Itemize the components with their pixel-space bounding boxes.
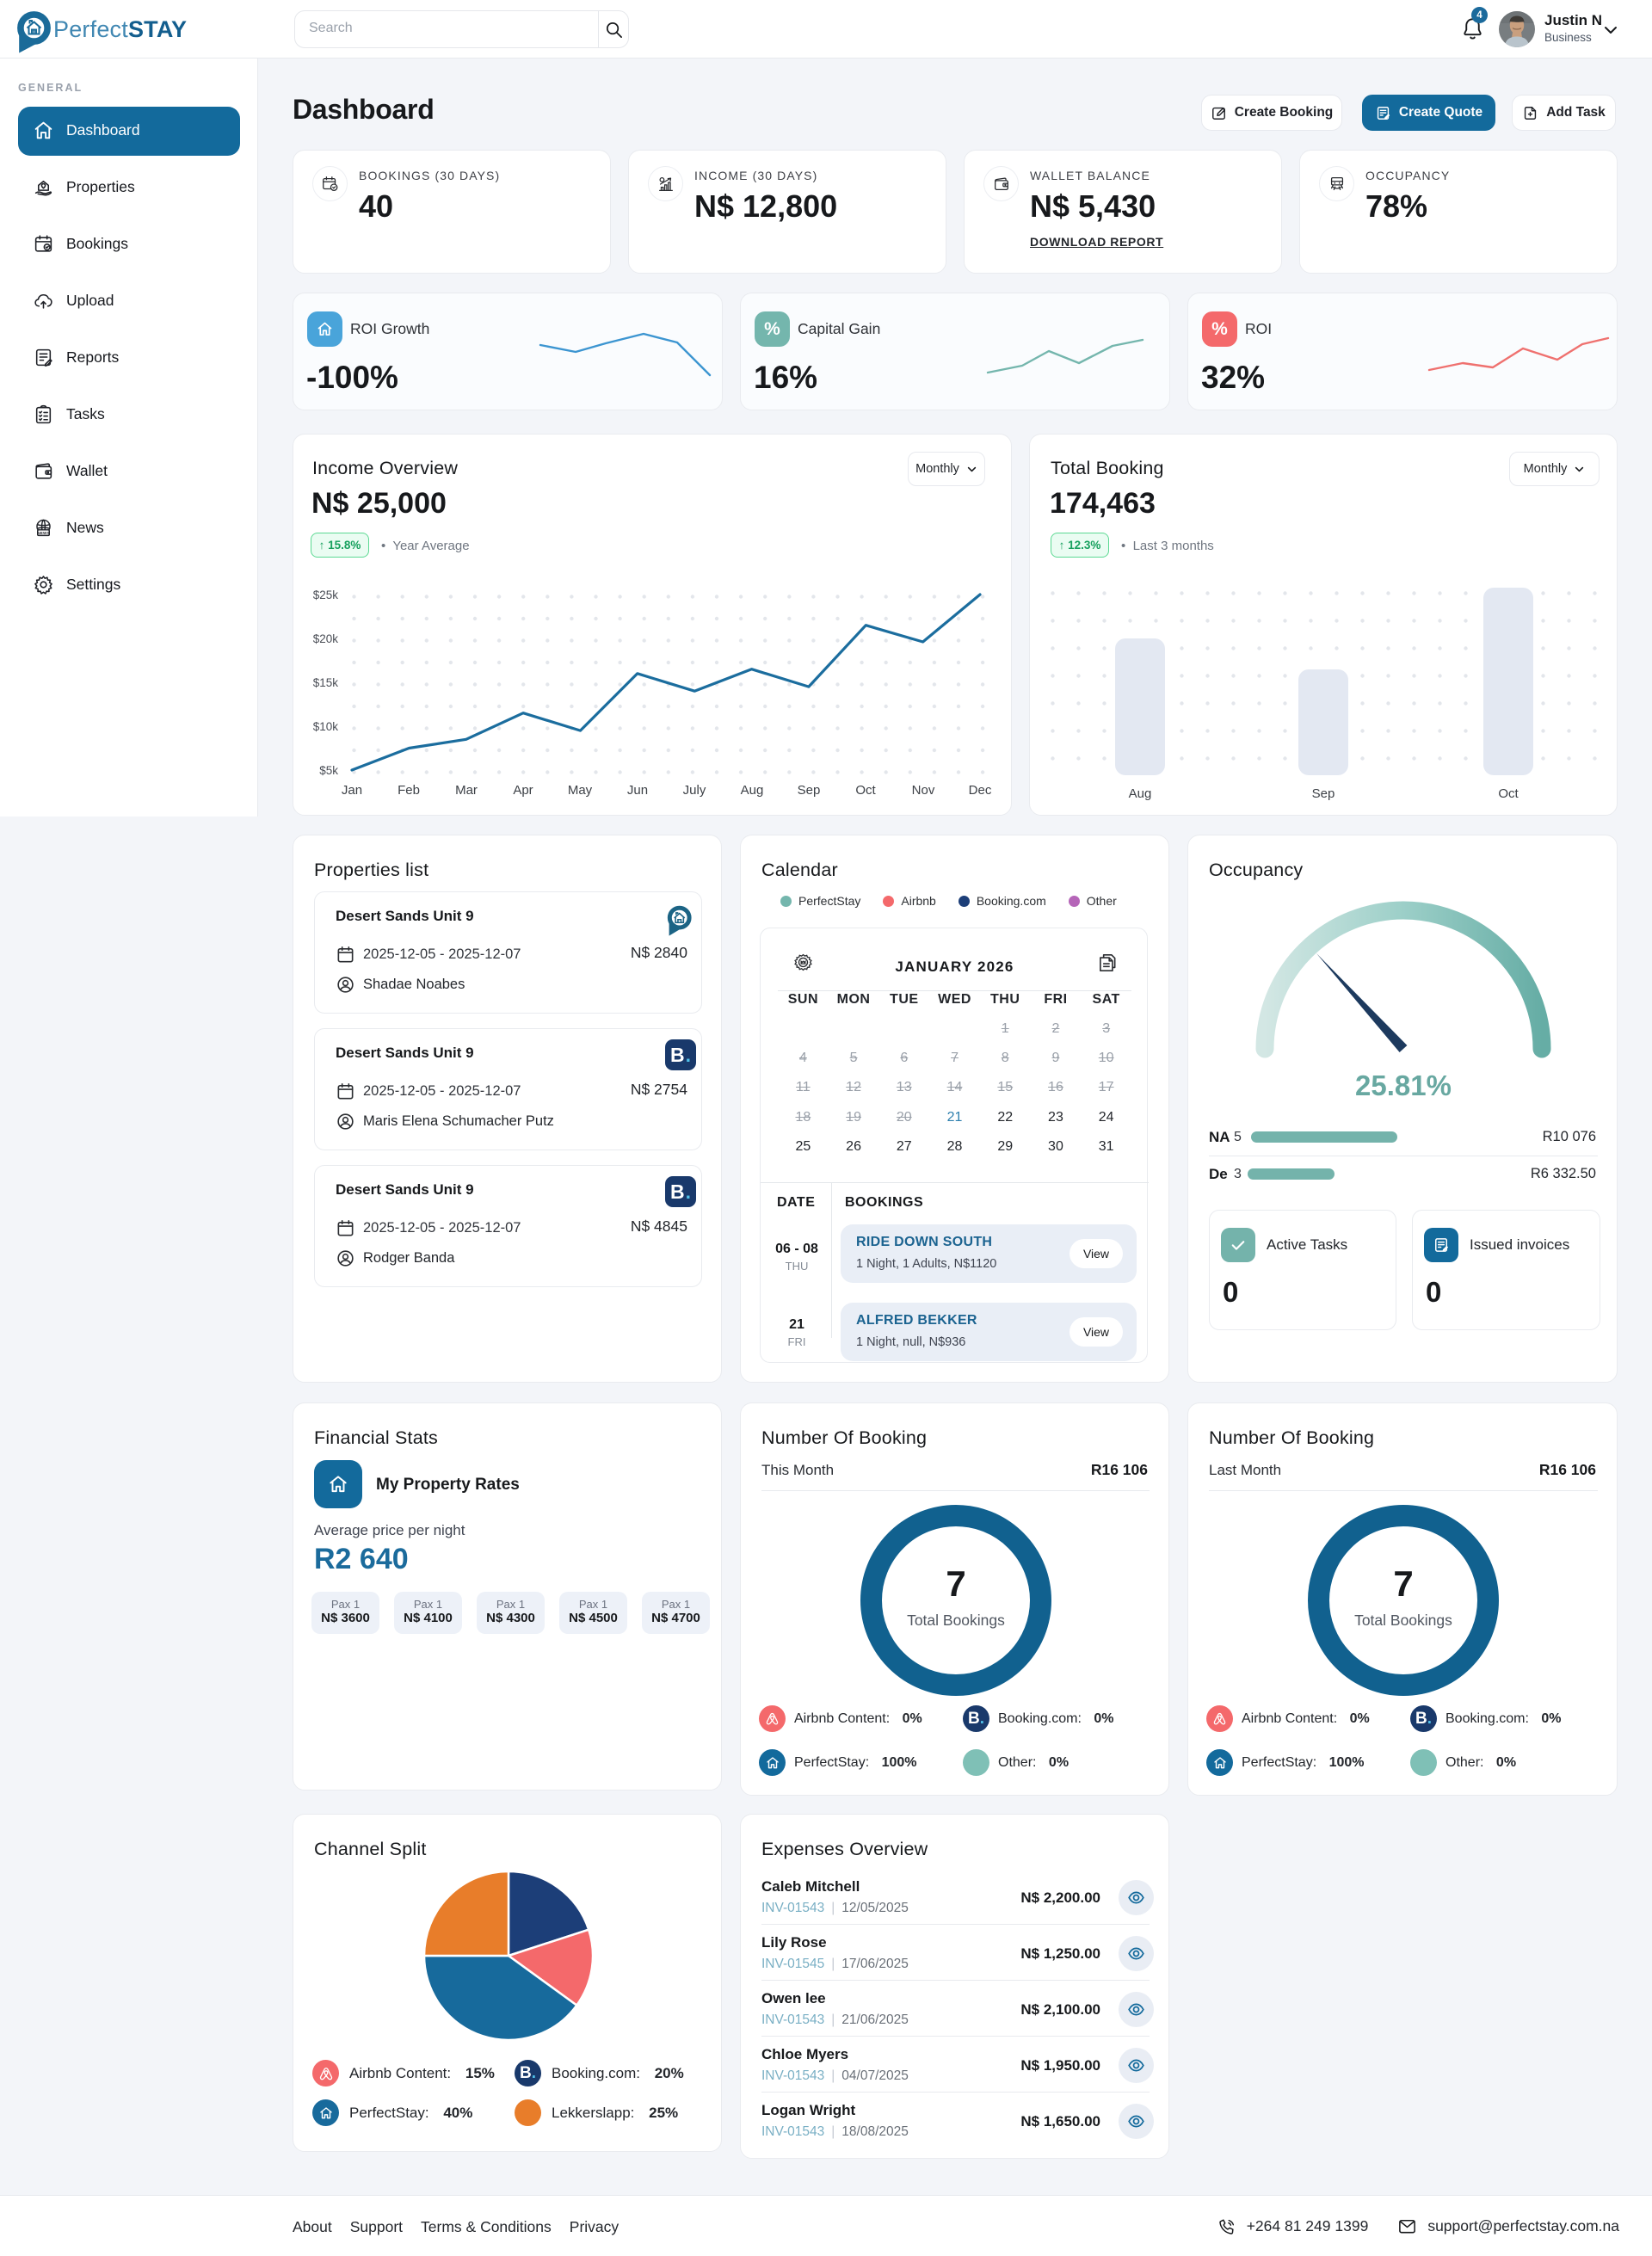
svg-text:Jun: Jun	[627, 783, 648, 798]
svg-text:$25k: $25k	[313, 589, 339, 601]
svg-text:Aug: Aug	[1129, 786, 1152, 801]
svg-text:Feb: Feb	[398, 783, 420, 798]
svg-text:$20k: $20k	[313, 632, 339, 645]
svg-text:7: 7	[1393, 1563, 1413, 1604]
svg-text:Mar: Mar	[455, 783, 478, 798]
svg-text:Oct: Oct	[1498, 786, 1519, 801]
svg-text:Sep: Sep	[798, 783, 821, 798]
svg-text:Sep: Sep	[1312, 786, 1335, 801]
svg-text:July: July	[683, 783, 706, 798]
svg-text:NEWS: NEWS	[37, 531, 50, 535]
svg-text:$15k: $15k	[313, 676, 339, 689]
svg-text:25.81%: 25.81%	[1355, 1069, 1452, 1101]
svg-text:Jan: Jan	[342, 783, 362, 798]
svg-text:Apr: Apr	[513, 783, 533, 798]
svg-text:Total Bookings: Total Bookings	[907, 1612, 1005, 1629]
svg-text:$5k: $5k	[319, 764, 338, 777]
svg-text:Nov: Nov	[912, 783, 935, 798]
svg-text:Dec: Dec	[969, 783, 992, 798]
svg-text:7: 7	[946, 1563, 965, 1604]
svg-text:Oct: Oct	[855, 783, 876, 798]
svg-text:Total Bookings: Total Bookings	[1354, 1612, 1452, 1629]
svg-text:May: May	[568, 783, 593, 798]
svg-text:$10k: $10k	[313, 720, 339, 733]
svg-text:Aug: Aug	[741, 783, 764, 798]
